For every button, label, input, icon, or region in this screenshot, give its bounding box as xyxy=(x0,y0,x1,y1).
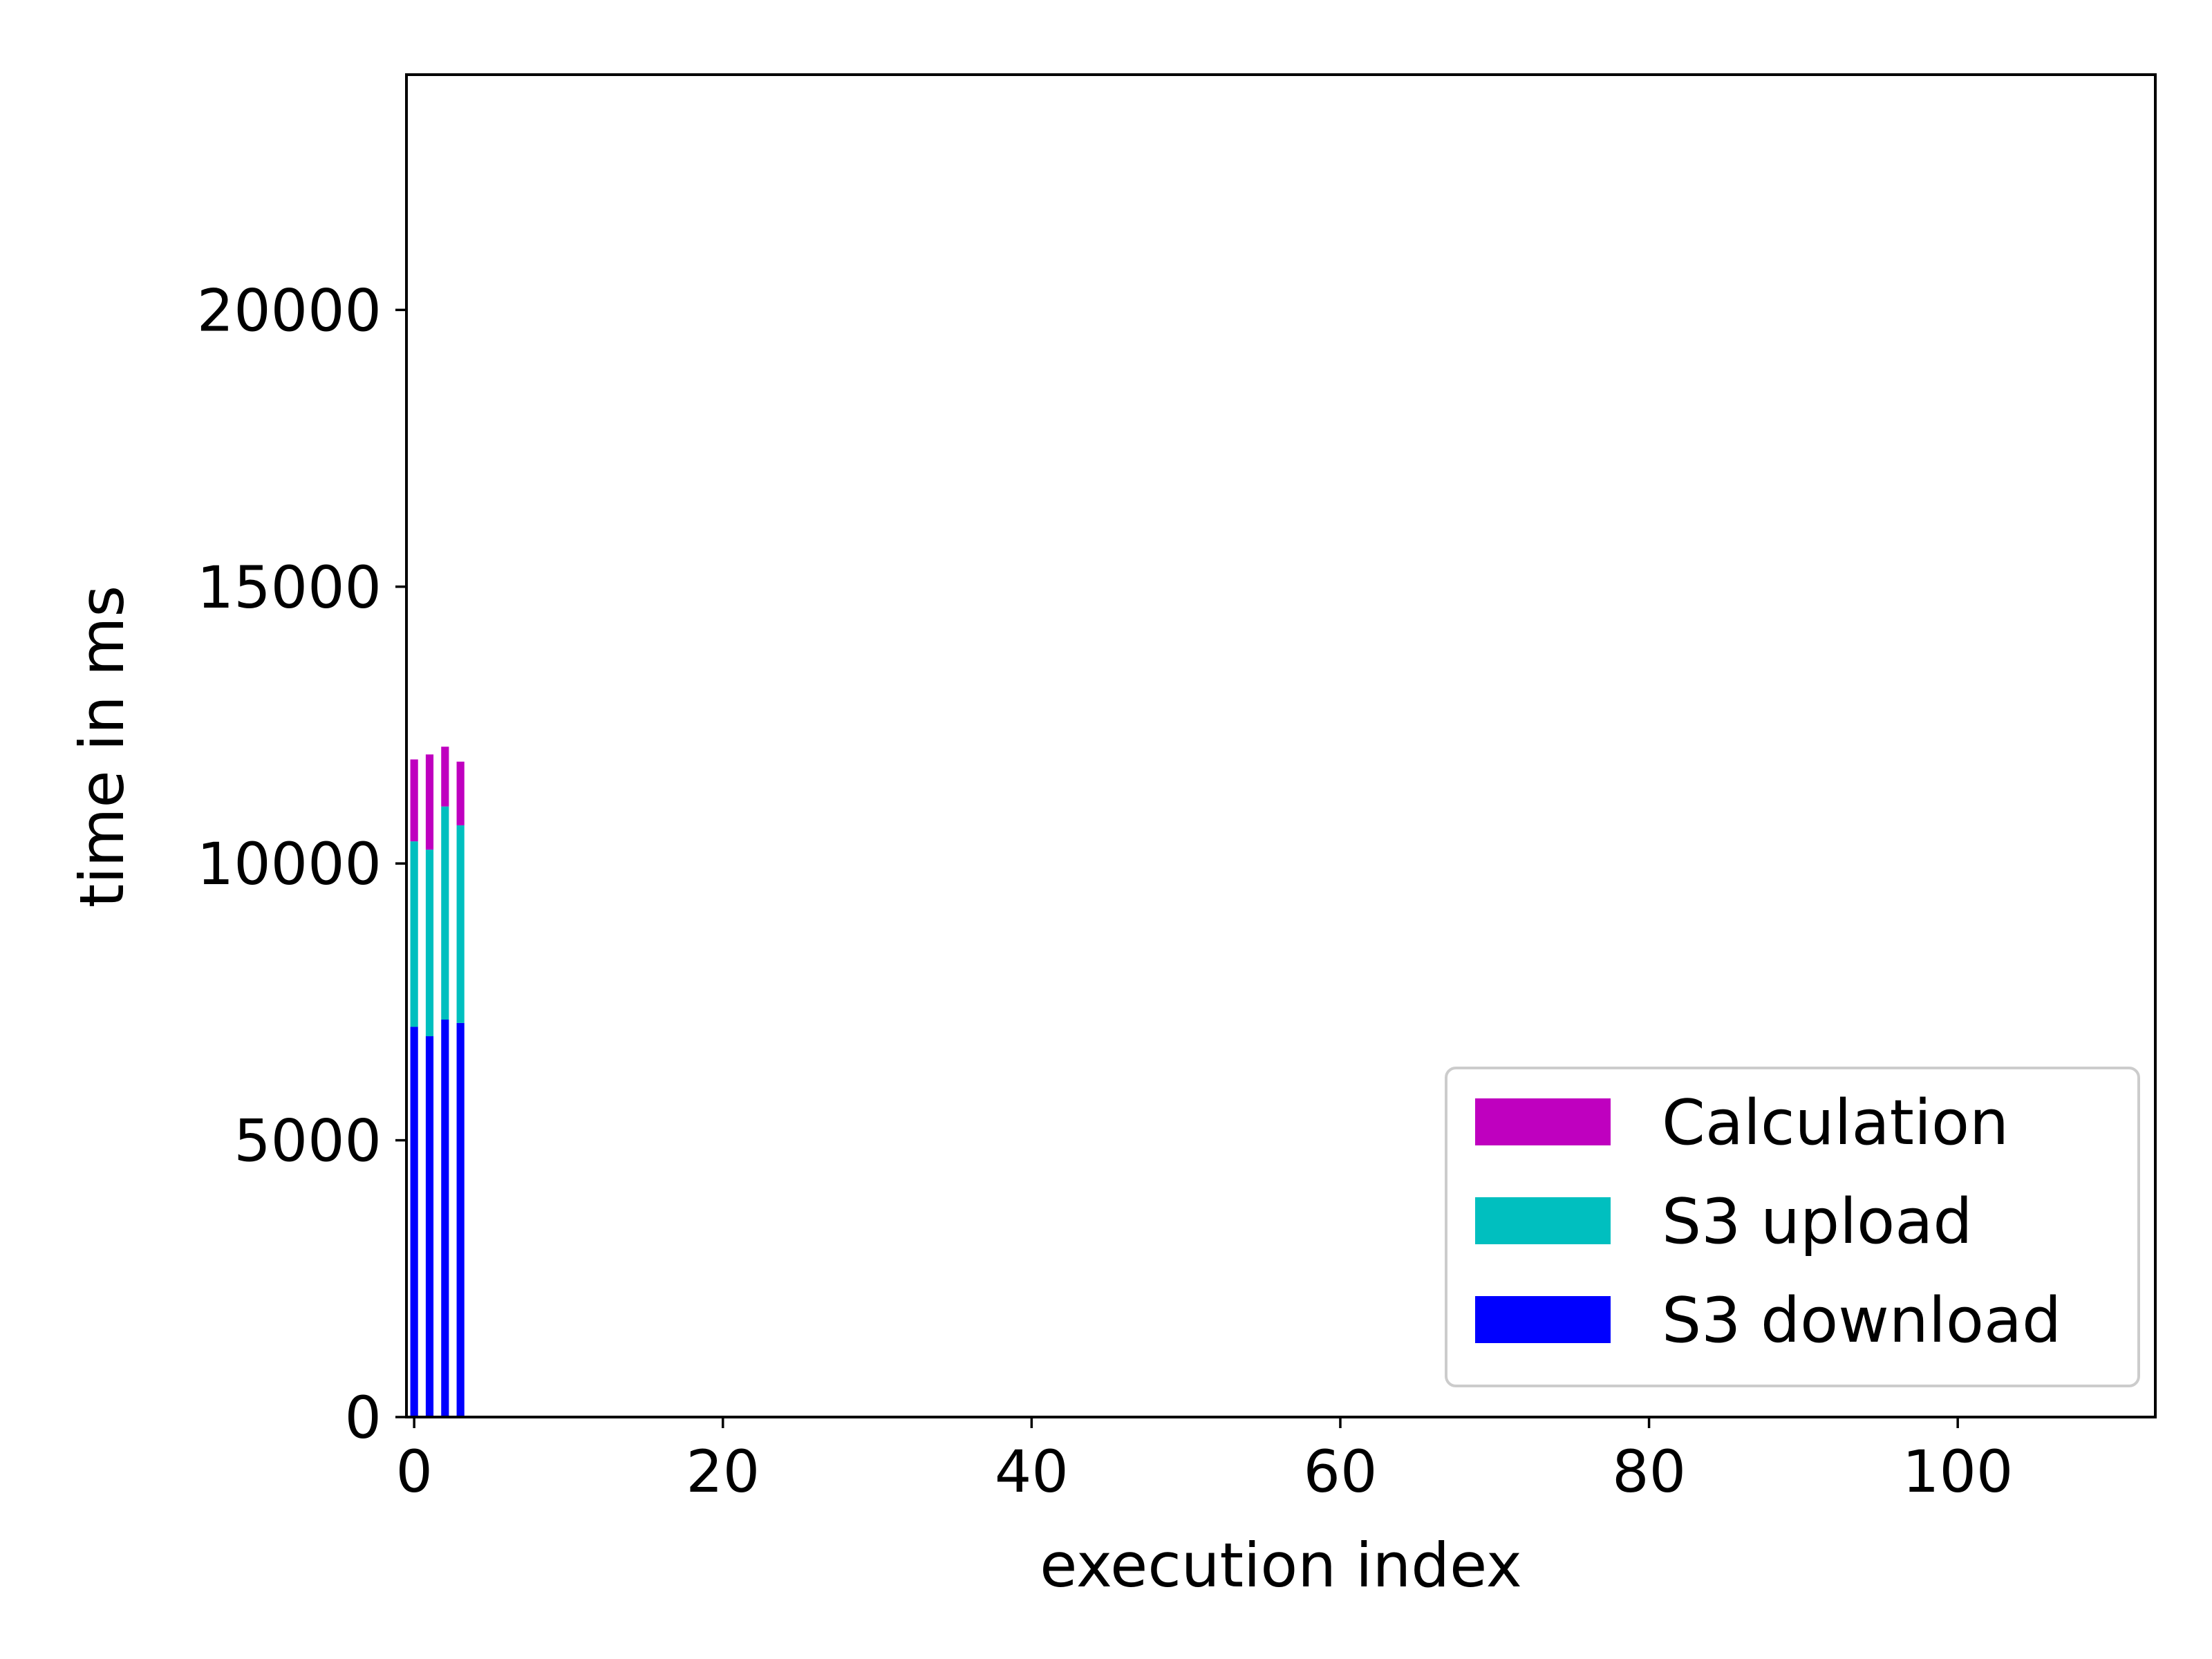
x-tick-label-20: 20 xyxy=(686,1438,760,1506)
x-axis-label: execution index xyxy=(1040,1530,1522,1601)
x-tick-label-80: 80 xyxy=(1612,1438,1686,1506)
y-tick-label-15000: 15000 xyxy=(197,554,382,621)
y-tick-label-10000: 10000 xyxy=(197,830,382,898)
legend-swatch-s3-upload xyxy=(1475,1197,1611,1244)
legend-box xyxy=(1445,1067,2140,1387)
legend-swatch-s3-download xyxy=(1475,1296,1611,1343)
x-tick-label-40: 40 xyxy=(995,1438,1069,1506)
bar-calculation-2 xyxy=(441,747,449,807)
bar-s3-upload-2 xyxy=(441,806,449,1020)
x-tick-label-100: 100 xyxy=(1902,1438,2013,1506)
y-tick-label-5000: 5000 xyxy=(234,1107,382,1175)
axes-layer: 0 20 40 60 80 100 0 5000 10000 15000 20000 xyxy=(197,73,2157,1506)
bar-s3-upload-0 xyxy=(410,841,418,1027)
bar-s3-upload-3 xyxy=(456,825,465,1023)
bars-layer xyxy=(410,747,465,1417)
bar-s3-download-1 xyxy=(425,1036,434,1417)
y-axis-label: time in ms xyxy=(66,585,138,908)
legend-label-s3-upload: S3 upload xyxy=(1662,1185,1973,1258)
y-tick-label-0: 0 xyxy=(345,1384,382,1452)
bar-s3-download-3 xyxy=(456,1022,465,1417)
legend-label-s3-download: S3 download xyxy=(1662,1284,2061,1357)
bar-s3-download-0 xyxy=(410,1027,418,1417)
bar-s3-upload-1 xyxy=(425,850,434,1037)
x-tick-label-60: 60 xyxy=(1304,1438,1378,1506)
legend-swatch-calculation xyxy=(1475,1098,1611,1145)
legend: Calculation S3 upload S3 download xyxy=(1445,1067,2140,1387)
x-tick-label-0: 0 xyxy=(395,1438,432,1506)
bar-s3-download-2 xyxy=(441,1020,449,1417)
bar-calculation-3 xyxy=(456,761,465,825)
y-tick-label-20000: 20000 xyxy=(197,276,382,344)
plot-frame xyxy=(405,73,2157,1418)
legend-label-calculation: Calculation xyxy=(1662,1087,2009,1159)
bar-calculation-0 xyxy=(410,759,418,842)
bar-calculation-1 xyxy=(425,754,434,850)
